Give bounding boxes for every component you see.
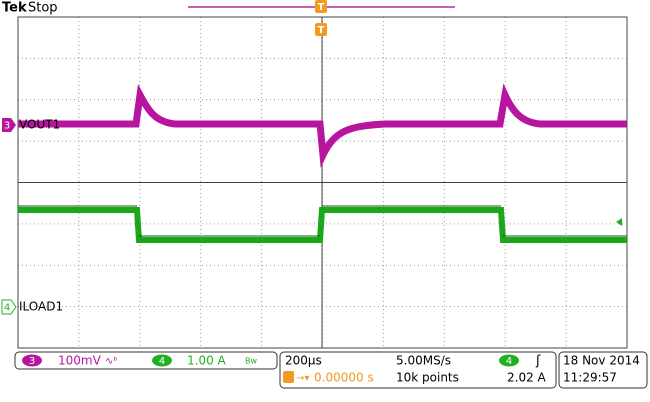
ch4-status-badge [152,354,172,367]
horizontal-box [279,351,557,389]
sample-rate: 5.00MS/s [396,354,451,368]
ch4-scale: 1.00 A [187,354,227,368]
trigger-pos-arrow: →▾ [296,373,309,384]
ch4-bw-icon: Bw [245,357,257,366]
ch3-status-number: 3 [29,356,35,367]
ch3-scale: 100mV [58,354,102,368]
trigger-channel: 4 [506,356,512,367]
ch4-marker [1,299,17,315]
trigger-marker-box [315,0,327,13]
vertical-box [14,351,278,370]
ch3-marker-number: 3 [4,121,10,132]
vout-trace [18,83,627,168]
datetime-box [558,351,648,389]
iload-edge [18,205,627,237]
trigger-level-box [315,23,327,36]
timebase: 200µs [285,354,322,368]
run-state: Stop [28,1,58,16]
date: 18 Nov 2014 [563,354,640,368]
ch3-status-badge [22,354,42,367]
trigger-level-arrow [616,218,622,226]
brand: Tek [2,1,27,16]
iload-trace [18,207,627,243]
trigger-marker: T [318,2,325,13]
ch4-status-number: 4 [159,356,165,367]
time: 11:29:57 [563,371,617,385]
ch3-coupling-icon: ∿ᵇ [105,356,118,367]
record-length: 10k points [396,371,459,385]
trigger-slope-icon: ʃ [535,354,541,369]
ch4-marker-number: 4 [4,303,10,314]
trigger-level: 2.02 A [507,371,547,385]
trigger-pos-icon [283,371,294,383]
ch4-label: ILOAD1 [19,300,63,314]
trigger-position: 0.00000 s [314,371,374,385]
ch3-marker [2,118,16,132]
trigger-level-marker: T [318,25,325,36]
ch3-label: VOUT1 [19,118,60,132]
trig-ch-badge [499,354,519,367]
